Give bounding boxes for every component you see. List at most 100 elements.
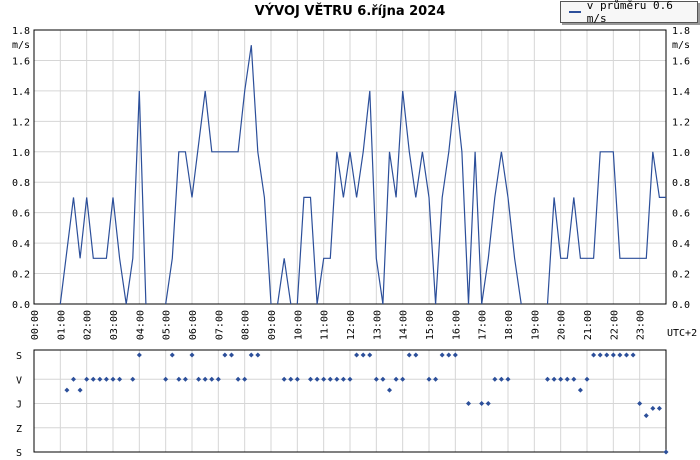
direction-tick-label: J xyxy=(16,400,22,411)
y-tick-label: 0.4 xyxy=(12,239,30,250)
direction-point xyxy=(189,352,195,358)
direction-point xyxy=(439,352,445,358)
direction-point xyxy=(255,352,261,358)
direction-point xyxy=(433,376,439,382)
direction-point xyxy=(505,376,511,382)
direction-point xyxy=(308,376,313,382)
direction-plot-frame xyxy=(33,349,667,453)
speed-y-axis: 0.0 0.0 0.2 0.2 0.4 0.4 0.6 0.6 0.8 0.8 1.0 1.0 1.2 1… xyxy=(12,26,690,311)
direction-point xyxy=(84,376,90,382)
y-tick-label-right: 1.8 xyxy=(672,26,690,37)
direction-point xyxy=(163,376,169,382)
direction-point xyxy=(373,376,379,382)
speed-plot-frame xyxy=(33,29,667,305)
direction-point xyxy=(248,352,254,358)
x-axis: 00:00 01:00 02:00 03:00 04:00 05:00 06:00 07:00… xyxy=(30,310,647,340)
direction-point xyxy=(97,376,103,382)
direction-point xyxy=(610,352,616,358)
direction-point xyxy=(492,376,498,382)
y-axis-unit-right: m/s xyxy=(672,40,690,51)
direction-point xyxy=(242,376,248,382)
x-tick-label: 03:00 xyxy=(109,310,120,340)
direction-point xyxy=(71,376,76,382)
direction-tick-label: S xyxy=(16,448,22,459)
x-tick-label: 11:00 xyxy=(320,310,331,340)
speed-line-segment xyxy=(277,258,292,305)
x-tick-label: 10:00 xyxy=(293,310,304,340)
y-axis-unit: m/s xyxy=(12,40,30,51)
direction-point xyxy=(90,376,96,382)
speed-grid xyxy=(34,30,666,304)
direction-point xyxy=(624,352,629,358)
x-tick-label: 05:00 xyxy=(162,310,173,340)
direction-series xyxy=(64,352,669,455)
direction-point xyxy=(176,376,182,382)
speed-series xyxy=(59,45,666,305)
x-tick-label: 06:00 xyxy=(188,310,199,340)
direction-point xyxy=(117,376,123,382)
direction-point xyxy=(597,352,603,358)
direction-tick-label: S xyxy=(16,351,22,362)
x-tick-label: 22:00 xyxy=(609,310,620,340)
y-tick-label-right: 0.0 xyxy=(672,300,690,311)
y-tick-label: 0.0 xyxy=(12,300,30,311)
direction-point xyxy=(229,352,234,358)
direction-point xyxy=(446,352,452,358)
direction-point xyxy=(235,376,241,382)
direction-point xyxy=(604,352,610,358)
direction-point xyxy=(321,376,327,382)
x-tick-label: 20:00 xyxy=(557,310,568,340)
direction-point xyxy=(571,376,577,382)
direction-point xyxy=(643,413,649,419)
direction-point xyxy=(400,376,406,382)
x-tick-label: 14:00 xyxy=(399,310,410,340)
x-tick-label: 12:00 xyxy=(346,310,357,340)
direction-point xyxy=(360,352,366,358)
y-tick-label-right: 1.2 xyxy=(672,117,690,128)
direction-tick-label: V xyxy=(16,375,22,386)
direction-point xyxy=(558,376,564,382)
direction-point xyxy=(182,376,188,382)
x-tick-label: 21:00 xyxy=(583,310,594,340)
direction-point xyxy=(110,376,116,382)
direction-point xyxy=(215,376,221,382)
chart-title: VÝVOJ VĚTRU 6.října 2024 xyxy=(254,4,446,19)
direction-point xyxy=(617,352,623,358)
speed-line-segment xyxy=(59,90,147,305)
direction-point xyxy=(387,387,392,393)
direction-point xyxy=(650,405,656,411)
direction-y-axis: S V J Z S xyxy=(16,351,22,459)
direction-point xyxy=(347,376,353,382)
direction-point xyxy=(202,376,208,382)
direction-point xyxy=(294,376,300,382)
direction-point xyxy=(498,376,504,382)
y-tick-label: 1.8 xyxy=(12,26,30,37)
direction-point xyxy=(545,376,550,382)
direction-point xyxy=(479,401,485,406)
x-tick-label: 08:00 xyxy=(241,310,252,340)
y-tick-label: 0.6 xyxy=(12,209,30,220)
direction-point xyxy=(130,376,136,382)
x-tick-label: 13:00 xyxy=(372,310,383,340)
x-tick-label: 18:00 xyxy=(504,310,515,340)
direction-point xyxy=(466,401,471,406)
direction-point xyxy=(591,352,597,358)
x-tick-label: 02:00 xyxy=(83,310,94,340)
y-tick-label-right: 1.4 xyxy=(672,87,690,98)
direction-point xyxy=(327,376,333,382)
direction-point xyxy=(196,376,202,382)
direction-point xyxy=(222,352,228,358)
y-tick-label: 1.2 xyxy=(12,117,30,128)
y-tick-label-right: 0.2 xyxy=(672,270,690,281)
y-tick-label-right: 0.6 xyxy=(672,209,690,220)
x-tick-label: 01:00 xyxy=(56,310,67,340)
legend-entry: v průměru 0.6 m/s xyxy=(586,0,673,25)
x-tick-label: 09:00 xyxy=(267,310,278,340)
direction-point xyxy=(551,376,557,382)
direction-point xyxy=(288,376,294,382)
direction-point xyxy=(334,376,340,382)
legend: v průměru 0.6 m/s xyxy=(560,0,698,25)
x-tick-label: 07:00 xyxy=(214,310,225,340)
x-tick-label: 04:00 xyxy=(135,310,146,340)
x-tick-label: 16:00 xyxy=(451,310,462,340)
